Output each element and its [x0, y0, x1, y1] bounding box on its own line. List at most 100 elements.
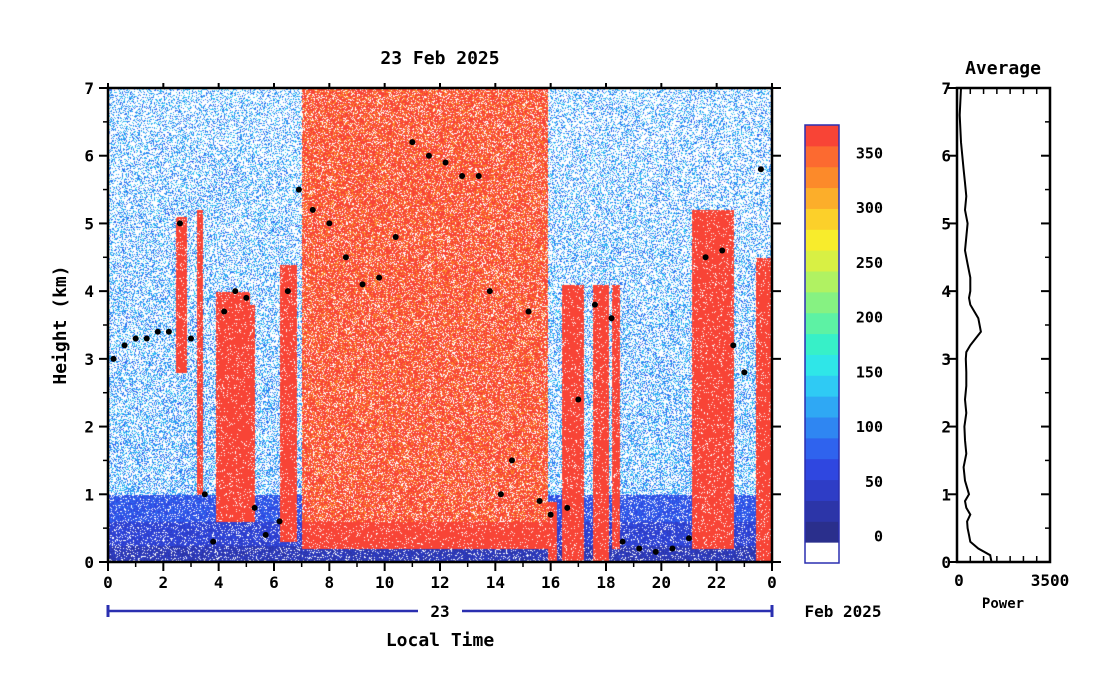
colorbar-swatch	[805, 542, 839, 564]
colorbar-swatch	[805, 521, 839, 543]
y-axis-label: Height (km)	[50, 265, 71, 384]
trace-point	[686, 535, 692, 542]
trace-point	[475, 173, 482, 180]
trace-point	[376, 274, 383, 281]
trace-point	[121, 342, 128, 349]
y-tick-label: 2	[84, 418, 94, 437]
average-power-line	[958, 87, 993, 563]
trace-point	[459, 173, 466, 180]
trace-point	[326, 220, 333, 227]
colorbar-tick-label: 100	[856, 418, 883, 436]
trace-point	[132, 335, 139, 342]
colorbar-swatch	[805, 479, 839, 501]
avg-x-tick-label: 0	[954, 571, 964, 590]
trace-point	[636, 545, 643, 552]
colorbar-swatch	[805, 291, 839, 314]
colorbar-swatch	[805, 333, 839, 355]
y-tick-label: 0	[84, 553, 94, 572]
trace-point	[176, 220, 183, 227]
avg-y-tick-label: 5	[941, 214, 951, 233]
trace-point	[652, 548, 659, 555]
x-tick-label: 16	[541, 573, 560, 592]
trace-point	[342, 254, 349, 261]
avg-y-tick-label: 3	[941, 350, 951, 369]
trace-point	[497, 491, 504, 498]
trace-point	[251, 504, 258, 511]
cloud-base-trace	[110, 139, 764, 555]
trace-point	[486, 288, 493, 295]
colorbar-swatch	[805, 458, 839, 481]
trace-point	[591, 301, 598, 308]
colorbar-tick-label: 250	[856, 254, 883, 272]
date-day-label: 23	[430, 602, 449, 621]
trace-point	[608, 315, 615, 322]
x-tick-label: 12	[430, 573, 449, 592]
colorbar-swatch	[805, 187, 839, 209]
trace-point	[232, 288, 239, 295]
y-tick-label: 3	[84, 350, 94, 369]
heatmap-canvas	[108, 88, 772, 562]
trace-point	[154, 328, 161, 335]
colorbar-swatch	[805, 166, 839, 189]
trace-point	[143, 335, 150, 342]
trace-point	[309, 206, 316, 213]
avg-y-tick-label: 4	[941, 282, 951, 301]
trace-point	[409, 139, 416, 146]
trace-point	[210, 538, 217, 545]
x-tick-label: 20	[652, 573, 671, 592]
colorbar-swatch	[805, 312, 839, 335]
trace-point	[564, 504, 571, 511]
colorbar-swatch	[805, 145, 839, 168]
colorbar-frame	[804, 124, 840, 564]
avg-y-tick-label: 7	[941, 79, 951, 98]
date-bar: 23	[106, 602, 774, 621]
colorbar-tick-label: 200	[856, 309, 883, 327]
chart-title: 23 Feb 2025	[380, 48, 499, 69]
trace-point	[719, 247, 726, 254]
colorbar-tick-label: 150	[856, 363, 883, 381]
x-tick-label: 4	[214, 573, 224, 592]
colorbar-swatch	[805, 437, 839, 460]
x-tick-label: 8	[325, 573, 335, 592]
x-tick-label: 22	[707, 573, 726, 592]
y-tick-label: 5	[84, 214, 94, 233]
trace-point	[392, 233, 399, 240]
average-panel-title: Average	[965, 58, 1041, 79]
heatmap-area	[108, 88, 772, 562]
trace-point	[221, 308, 228, 315]
trace-point	[276, 518, 283, 525]
trace-point	[508, 457, 515, 464]
average-x-axis-label: Power	[982, 596, 1024, 612]
trace-point	[243, 294, 250, 301]
colorbar	[804, 124, 840, 564]
colorbar-tick-label: 350	[856, 144, 883, 162]
x-tick-label: 2	[159, 573, 169, 592]
trace-point	[359, 281, 366, 288]
x-axis-label: Local Time	[386, 630, 495, 651]
y-tick-label: 7	[84, 79, 94, 98]
colorbar-swatch	[805, 417, 839, 439]
x-tick-label: 6	[269, 573, 279, 592]
average-panel-frame	[955, 86, 1052, 564]
trace-point	[110, 355, 117, 362]
trace-point	[669, 545, 676, 552]
trace-point	[295, 186, 302, 193]
colorbar-ticks: 0 50 100 150 200 250 300 350	[856, 144, 883, 545]
y-tick-label: 6	[84, 147, 94, 166]
avg-y-tick-label: 6	[941, 147, 951, 166]
x-tick-label: 0	[767, 573, 777, 592]
date-month-year-label: Feb 2025	[804, 602, 881, 621]
colorbar-swatch	[805, 500, 839, 522]
trace-point	[575, 396, 582, 403]
trace-point	[188, 335, 194, 342]
trace-point	[442, 159, 449, 166]
colorbar-swatch	[805, 375, 839, 397]
trace-point	[262, 531, 269, 538]
x-tick-label: 14	[486, 573, 505, 592]
colorbar-swatch	[805, 250, 839, 272]
x-tick-label: 10	[375, 573, 394, 592]
colorbar-swatch	[805, 229, 839, 251]
colorbar-tick-label: 0	[874, 528, 883, 546]
